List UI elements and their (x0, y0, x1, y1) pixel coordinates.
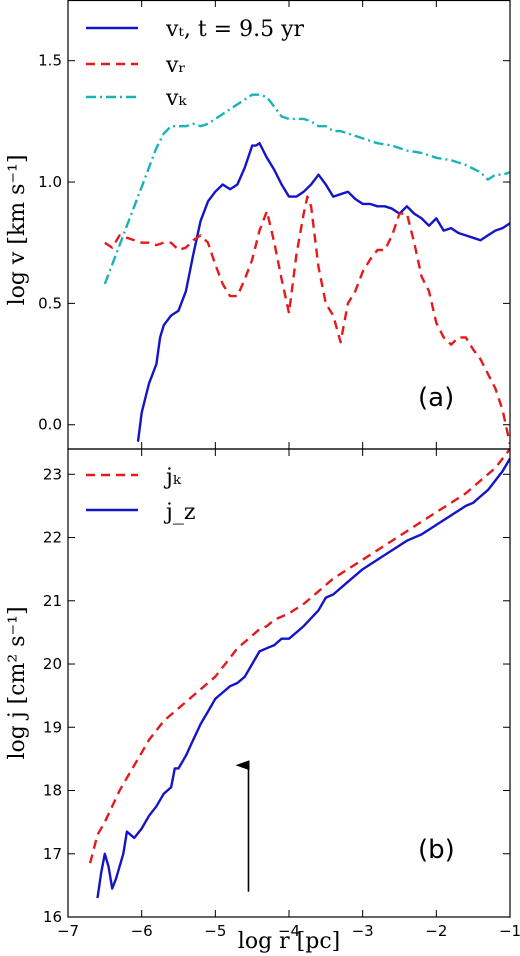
panel-b-lines (88, 449, 510, 899)
panel-a: 0.0 0.5 1.0 1.5 vₜ, t = 9.5 yr vᵣ vₖ (a) lo… (5, 0, 511, 449)
series-line-b-1 (96, 457, 510, 899)
series-line-a-0 (136, 141, 510, 442)
legend-label-vr: vᵣ (165, 53, 186, 78)
panel-b: 16 17 18 19 20 21 22 23 jₖ j_z (b) log j [cm² s… (5, 449, 520, 954)
legend-label-vt: vₜ, t = 9.5 yr (165, 17, 305, 42)
x-tick-label: −1 (499, 922, 520, 940)
x-tick-label: −2 (425, 922, 447, 940)
y-tick-label: 19 (43, 718, 62, 736)
y-tick-label: 22 (43, 529, 62, 547)
x-tick-label: −7 (57, 922, 79, 940)
x-axis-label: log r [pc] (238, 929, 340, 954)
panel-b-legend: jₖ j_z (86, 465, 195, 525)
legend-label-jk: jₖ (163, 465, 182, 490)
panel-b-tag: (b) (418, 835, 455, 865)
panel-a-legend: vₜ, t = 9.5 yr vᵣ vₖ (86, 17, 305, 111)
y-tick-label: 23 (43, 465, 62, 483)
y-tick-label: 1.5 (38, 52, 62, 70)
panel-a-ylabel: log v [km s⁻¹] (5, 155, 30, 306)
y-tick-label: 0.0 (38, 416, 62, 434)
legend-label-jz: j_z (163, 500, 195, 525)
x-tick-label: −3 (352, 922, 374, 940)
x-tick-label: −6 (131, 922, 153, 940)
series-line-b-0 (88, 449, 510, 864)
panel-a-lines (103, 93, 510, 445)
y-tick-label: 17 (43, 845, 62, 863)
panel-b-frame (67, 448, 511, 918)
panel-a-ticks: 0.0 0.5 1.0 1.5 (38, 0, 511, 449)
x-tick-labels: −7 −6 −5 −4 −3 −2 −1 (57, 922, 520, 940)
x-tick-label: −4 (278, 922, 300, 940)
series-line-a-1 (104, 195, 510, 445)
y-tick-label: 1.0 (38, 173, 62, 191)
y-tick-label: 16 (43, 908, 62, 926)
panel-a-tag: (a) (418, 383, 454, 413)
panel-a-frame (67, 0, 511, 450)
y-tick-label: 0.5 (38, 294, 62, 312)
panel-b-ylabel: log j [cm² s⁻¹] (5, 606, 30, 759)
x-tick-label: −5 (204, 922, 226, 940)
legend-label-vk: vₖ (165, 86, 187, 111)
y-tick-label: 21 (43, 592, 62, 610)
y-tick-label: 18 (43, 782, 62, 800)
y-tick-label: 20 (43, 655, 62, 673)
